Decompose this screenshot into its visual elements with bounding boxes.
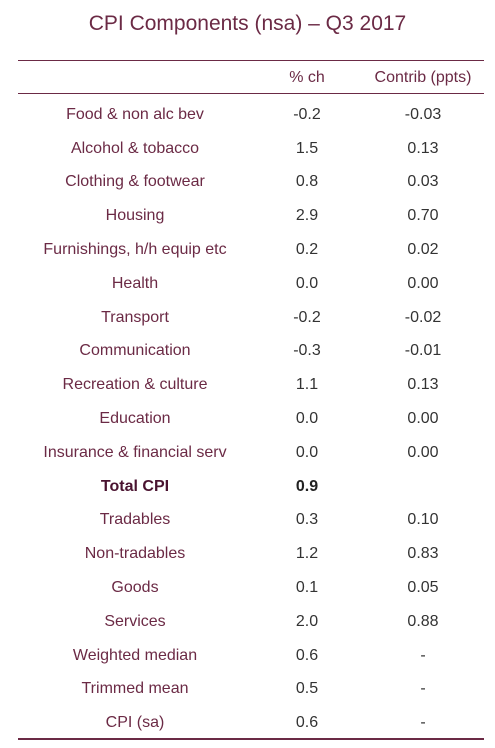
row-label: Food & non alc bev <box>66 105 204 123</box>
row-contribution: -0.01 <box>404 342 442 360</box>
row-pct-change: 0.3 <box>295 511 319 529</box>
row-label: Services <box>104 612 166 630</box>
row-pct-change: 2.9 <box>295 207 319 225</box>
row-contribution: 0.00 <box>407 443 439 461</box>
row-contribution: - <box>420 646 426 664</box>
row-label: Insurance & financial serv <box>43 443 227 461</box>
row-label: Recreation & culture <box>62 376 208 394</box>
table-row: Education 0.0 0.00 <box>18 402 484 436</box>
row-contribution: 0.00 <box>407 274 439 292</box>
table-row: Non-tradables 1.2 0.83 <box>18 537 484 571</box>
top-rule <box>18 60 484 61</box>
row-label: Goods <box>111 579 159 597</box>
row-pct-change: 0.5 <box>295 680 319 698</box>
table-row: Health 0.0 0.00 <box>18 267 484 301</box>
row-label: Transport <box>101 308 169 326</box>
table-row: Furnishings, h/h equip etc 0.2 0.02 <box>18 233 484 267</box>
table-row: Alcohol & tobacco 1.5 0.13 <box>18 132 484 166</box>
row-label: Furnishings, h/h equip etc <box>43 241 227 259</box>
table-row: Transport -0.2 -0.02 <box>18 301 484 335</box>
row-label: Total CPI <box>100 477 170 495</box>
row-contribution: 0.70 <box>407 207 439 225</box>
table-row: Trimmed mean 0.5 - <box>18 673 484 707</box>
row-pct-change: 0.0 <box>295 274 319 292</box>
table-row: Insurance & financial serv 0.0 0.00 <box>18 436 484 470</box>
table-header: % ch Contrib (ppts) <box>18 62 484 93</box>
row-label: Health <box>111 274 159 292</box>
row-contribution: 0.13 <box>407 376 439 394</box>
table-row: CPI (sa) 0.6 - <box>18 706 484 740</box>
table-row: Recreation & culture 1.1 0.13 <box>18 368 484 402</box>
row-label: Alcohol & tobacco <box>70 139 200 157</box>
table-title: CPI Components (nsa) – Q3 2017 <box>88 12 407 35</box>
row-contribution: - <box>420 714 426 732</box>
row-label: Communication <box>79 342 191 360</box>
row-pct-change: 0.6 <box>295 646 319 664</box>
table-row: Goods 0.1 0.05 <box>18 571 484 605</box>
bottom-rule <box>18 738 484 740</box>
row-contribution: -0.02 <box>404 308 442 326</box>
row-label: Non-tradables <box>84 545 186 563</box>
table-row: Services 2.0 0.88 <box>18 605 484 639</box>
row-pct-change: -0.3 <box>293 342 321 360</box>
row-label: Clothing & footwear <box>65 173 205 191</box>
row-contribution: - <box>420 680 426 698</box>
table-row: Weighted median 0.6 - <box>18 639 484 673</box>
row-pct-change: 0.6 <box>295 714 319 732</box>
row-label: Tradables <box>99 511 171 529</box>
row-label: Trimmed mean <box>81 680 189 698</box>
row-pct-change: 0.0 <box>295 443 319 461</box>
row-label: Education <box>99 410 171 428</box>
table-row: Food & non alc bev -0.2 -0.03 <box>18 98 484 132</box>
row-contribution: 0.88 <box>407 612 439 630</box>
row-contribution: 0.03 <box>407 173 439 191</box>
row-label: Weighted median <box>72 646 198 664</box>
table-row: Tradables 0.3 0.10 <box>18 504 484 538</box>
row-contribution: 0.83 <box>407 545 439 563</box>
table-row: Clothing & footwear 0.8 0.03 <box>18 166 484 200</box>
row-pct-change: 1.1 <box>295 376 319 394</box>
row-contribution: 0.05 <box>407 579 439 597</box>
row-pct-change: 0.0 <box>295 410 319 428</box>
row-pct-change: 1.5 <box>295 139 319 157</box>
row-pct-change: 1.2 <box>295 545 319 563</box>
header-pct-change: % ch <box>289 68 325 86</box>
header-rule <box>18 93 484 94</box>
row-contribution: 0.10 <box>407 511 439 529</box>
row-contribution: 0.02 <box>407 241 439 259</box>
header-contribution: Contrib (ppts) <box>374 68 472 86</box>
row-pct-change: 2.0 <box>295 612 319 630</box>
row-pct-change: 0.9 <box>295 477 319 495</box>
row-contribution: -0.03 <box>404 105 442 123</box>
row-pct-change: -0.2 <box>293 105 321 123</box>
row-contribution: 0.00 <box>407 410 439 428</box>
row-pct-change: 0.2 <box>295 241 319 259</box>
table-row: Communication -0.3 -0.01 <box>18 335 484 369</box>
row-label: CPI (sa) <box>105 714 165 732</box>
row-pct-change: 0.1 <box>295 579 319 597</box>
row-label: Housing <box>105 207 165 225</box>
row-contribution: 0.13 <box>407 139 439 157</box>
row-pct-change: 0.8 <box>295 173 319 191</box>
row-pct-change: -0.2 <box>293 308 321 326</box>
table-row: Total CPI 0.9 <box>18 470 484 504</box>
table-row: Housing 2.9 0.70 <box>18 199 484 233</box>
